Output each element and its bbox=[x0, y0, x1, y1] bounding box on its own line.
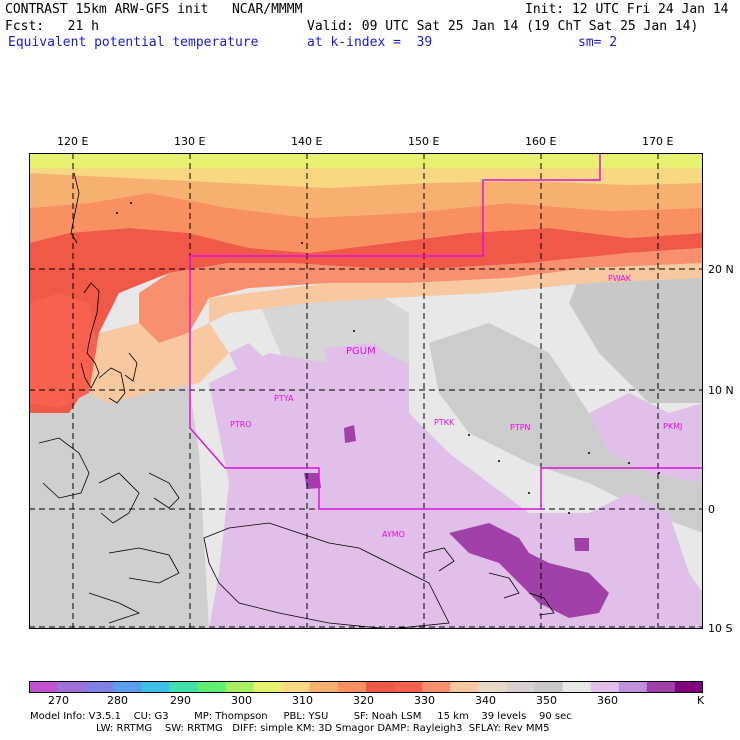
header-level: at k-index = 39 bbox=[307, 35, 433, 50]
header-valid-time: Valid: 09 UTC Sat 25 Jan 14 (19 ChT Sat … bbox=[307, 19, 699, 34]
colorbar-label: 360 bbox=[597, 694, 618, 707]
colorbar-swatch bbox=[394, 681, 423, 693]
colorbar-swatch bbox=[646, 681, 676, 693]
lon-label: 160 E bbox=[525, 135, 557, 148]
colorbar-label: 270 bbox=[48, 694, 69, 707]
station-label: PTPN bbox=[510, 423, 531, 432]
lat-label: 0 bbox=[708, 503, 715, 516]
colorbar-swatch bbox=[618, 681, 648, 693]
colorbar-swatch bbox=[113, 681, 142, 693]
station-label: AYMO bbox=[382, 530, 405, 539]
colorbar-swatch bbox=[506, 681, 535, 693]
colorbar-units: K bbox=[697, 694, 705, 707]
colorbar-swatch bbox=[590, 681, 620, 693]
header-field-name: Equivalent potential temperature bbox=[8, 35, 259, 50]
colorbar-swatch bbox=[169, 681, 198, 693]
colorbar-swatch bbox=[57, 681, 86, 693]
header-forecast-hour: Fcst: 21 h bbox=[5, 19, 99, 34]
colorbar-swatch bbox=[337, 681, 367, 693]
colorbar-label: 280 bbox=[107, 694, 128, 707]
station-label: PGUM bbox=[346, 346, 376, 357]
colorbar-swatch bbox=[366, 681, 395, 693]
model-info-line1: Model Info: V3.5.1 CU: G3 MP: Thompson P… bbox=[30, 711, 572, 722]
colorbar-swatch bbox=[450, 681, 479, 693]
colorbar-swatch bbox=[253, 681, 283, 693]
colorbar-swatch bbox=[422, 681, 451, 693]
lon-label: 130 E bbox=[174, 135, 206, 148]
colorbar-label: 320 bbox=[353, 694, 374, 707]
lat-label: 10 N bbox=[708, 384, 734, 397]
station-label: PWAK bbox=[608, 274, 632, 283]
colorbar-swatch bbox=[478, 681, 507, 693]
lon-label: 150 E bbox=[408, 135, 440, 148]
colorbar-swatch bbox=[197, 681, 227, 693]
colorbar-swatch bbox=[225, 681, 255, 693]
station-label: PTRO bbox=[230, 420, 252, 429]
station-label: PKMJ bbox=[663, 422, 683, 431]
colorbar-frame bbox=[29, 681, 703, 693]
station-label: PTKK bbox=[434, 418, 455, 427]
header-init-time: Init: 12 UTC Fri 24 Jan 14 bbox=[525, 2, 729, 17]
station-label: PTYA bbox=[274, 394, 294, 403]
colorbar-swatch bbox=[534, 681, 564, 693]
colorbar-label: 350 bbox=[536, 694, 557, 707]
lat-label: 20 N bbox=[708, 263, 734, 276]
colorbar-swatch bbox=[562, 681, 592, 693]
colorbar-label: 330 bbox=[414, 694, 435, 707]
colorbar-swatch bbox=[309, 681, 339, 693]
colorbar-swatch bbox=[674, 681, 703, 693]
lon-label: 140 E bbox=[291, 135, 323, 148]
lat-label: 10 S bbox=[708, 622, 733, 635]
header-model-title: CONTRAST 15km ARW-GFS init NCAR/MMMM bbox=[5, 2, 303, 17]
colorbar-label: 300 bbox=[231, 694, 252, 707]
lon-label: 120 E bbox=[57, 135, 89, 148]
colorbar-swatch bbox=[85, 681, 114, 693]
header-smoothing: sm= 2 bbox=[578, 35, 618, 50]
colorbar-label: 340 bbox=[475, 694, 496, 707]
lon-label: 170 E bbox=[642, 135, 674, 148]
map-field bbox=[29, 153, 703, 629]
colorbar bbox=[29, 681, 703, 693]
colorbar-swatch bbox=[281, 681, 311, 693]
model-info-line2: LW: RRTMG SW: RRTMG DIFF: simple KM: 3D … bbox=[96, 723, 550, 734]
colorbar-swatch bbox=[141, 681, 170, 693]
colorbar-label: 310 bbox=[292, 694, 313, 707]
colorbar-swatch bbox=[29, 681, 58, 693]
colorbar-label: 290 bbox=[170, 694, 191, 707]
